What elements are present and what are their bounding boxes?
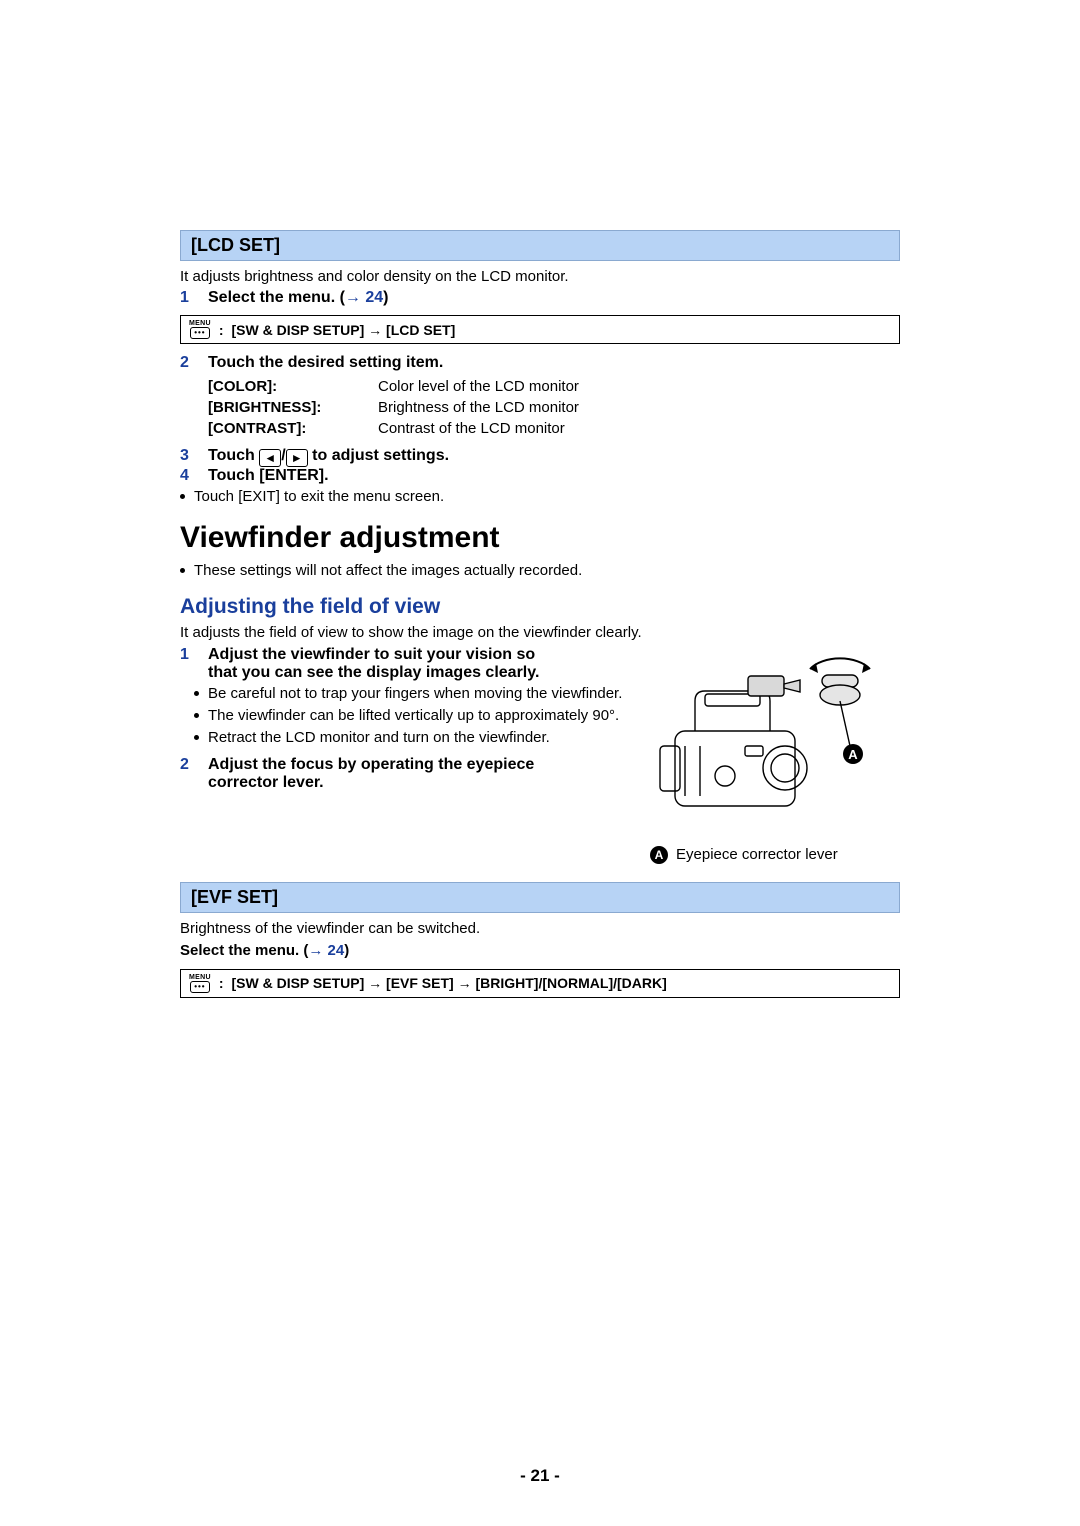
fov-s2b: corrector lever. bbox=[208, 774, 324, 791]
step-number: 2 bbox=[180, 354, 208, 372]
svg-text:A: A bbox=[848, 747, 858, 762]
camera-svg-icon: A bbox=[650, 646, 890, 836]
step-4-text: Touch [ENTER]. bbox=[208, 467, 329, 485]
menu-colon: : bbox=[219, 975, 224, 991]
setting-value: Contrast of the LCD monitor bbox=[378, 420, 565, 437]
table-row: [CONTRAST]: Contrast of the LCD monitor bbox=[208, 420, 900, 437]
setting-value: Brightness of the LCD monitor bbox=[378, 399, 579, 416]
step-2-row: 2 Touch the desired setting item. bbox=[180, 354, 900, 372]
table-row: [BRIGHTNESS]: Brightness of the LCD moni… bbox=[208, 399, 900, 416]
setting-key: [CONTRAST]: bbox=[208, 420, 378, 437]
list-item: Retract the LCD monitor and turn on the … bbox=[194, 728, 634, 748]
page-root: [LCD SET] It adjusts brightness and colo… bbox=[0, 0, 1080, 1526]
step-number: 3 bbox=[180, 447, 208, 465]
camera-illustration: A bbox=[650, 646, 890, 836]
step-number: 1 bbox=[180, 289, 208, 307]
step-3-pre: Touch bbox=[208, 447, 259, 464]
settings-table: [COLOR]: Color level of the LCD monitor … bbox=[208, 378, 900, 437]
menu-icon-label: MENU bbox=[189, 320, 211, 327]
lcd-tip-list: Touch [EXIT] to exit the menu screen. bbox=[180, 487, 900, 507]
legend-text: Eyepiece corrector lever bbox=[676, 846, 838, 863]
right-arrow-key-icon: ► bbox=[286, 449, 308, 467]
setting-key: [BRIGHTNESS]: bbox=[208, 399, 378, 416]
legend-badge-a: A bbox=[650, 846, 668, 864]
step-1-text: Select the menu. (→ 24) bbox=[208, 289, 389, 307]
fov-subheading: Adjusting the field of view bbox=[180, 595, 900, 619]
step-1-label: Select the menu. ( bbox=[208, 289, 345, 306]
menu-path-box-evf: MENU : [SW & DISP SETUP] → [EVF SET] → [… bbox=[180, 969, 900, 998]
fov-step-2-text: Adjust the focus by operating the eyepie… bbox=[208, 756, 534, 792]
fov-step-2-row: 2 Adjust the focus by operating the eyep… bbox=[180, 756, 634, 792]
lcd-intro-text: It adjusts brightness and color density … bbox=[180, 267, 900, 287]
step-number: 1 bbox=[180, 646, 208, 664]
menu-seg-3: [BRIGHT]/[NORMAL]/[DARK] bbox=[475, 975, 666, 991]
evf-close: ) bbox=[344, 942, 349, 959]
step-3-row: 3 Touch ◄/► to adjust settings. bbox=[180, 447, 900, 467]
evf-select-label: Select the menu. ( bbox=[180, 942, 308, 959]
list-item: Touch [EXIT] to exit the menu screen. bbox=[180, 487, 900, 507]
page-ref: 24 bbox=[365, 289, 383, 306]
fov-s1b: that you can see the display images clea… bbox=[208, 664, 539, 681]
list-item: These settings will not affect the image… bbox=[180, 561, 900, 581]
menu-seg-1: [SW & DISP SETUP] bbox=[231, 975, 364, 991]
page-number: - 21 - bbox=[520, 1466, 560, 1486]
fov-s1a: Adjust the viewfinder to suit your visio… bbox=[208, 646, 535, 663]
fov-intro-text: It adjusts the field of view to show the… bbox=[180, 623, 900, 643]
arrow-icon: → bbox=[308, 942, 323, 959]
arrow-icon: → bbox=[454, 975, 476, 991]
menu-path-box: MENU : [SW & DISP SETUP] → [LCD SET] bbox=[180, 315, 900, 344]
step-3-text: Touch ◄/► to adjust settings. bbox=[208, 447, 449, 467]
menu-icon: MENU bbox=[189, 320, 211, 339]
menu-colon: : bbox=[219, 322, 224, 338]
legend-row: A Eyepiece corrector lever bbox=[650, 846, 900, 864]
list-item: The viewfinder can be lifted vertically … bbox=[194, 706, 634, 726]
setting-value: Color level of the LCD monitor bbox=[378, 378, 579, 395]
evf-select-text: Select the menu. (→ 24) bbox=[180, 941, 900, 961]
fov-bullet-list: Be careful not to trap your fingers when… bbox=[194, 684, 634, 749]
table-row: [COLOR]: Color level of the LCD monitor bbox=[208, 378, 900, 395]
step-1-row: 1 Select the menu. (→ 24) bbox=[180, 289, 900, 307]
section-header-lcd: [LCD SET] bbox=[180, 230, 900, 261]
menu-seg-2: [EVF SET] bbox=[386, 975, 454, 991]
menu-icon: MENU bbox=[189, 974, 211, 993]
fov-step-1-text: Adjust the viewfinder to suit your visio… bbox=[208, 646, 539, 682]
fov-right-column: A A Eyepiece corrector lever bbox=[650, 646, 900, 864]
step-2-text: Touch the desired setting item. bbox=[208, 354, 443, 372]
setting-key: [COLOR]: bbox=[208, 378, 378, 395]
menu-seg-1: [SW & DISP SETUP] bbox=[231, 322, 364, 338]
evf-intro-text: Brightness of the viewfinder can be swit… bbox=[180, 919, 900, 939]
viewfinder-heading: Viewfinder adjustment bbox=[180, 521, 900, 555]
list-item: Be careful not to trap your fingers when… bbox=[194, 684, 634, 704]
menu-icon-label: MENU bbox=[189, 974, 211, 981]
left-arrow-key-icon: ◄ bbox=[259, 449, 281, 467]
step-4-row: 4 Touch [ENTER]. bbox=[180, 467, 900, 485]
arrow-icon: → bbox=[364, 975, 386, 991]
menu-path: [SW & DISP SETUP] → [LCD SET] bbox=[231, 322, 455, 338]
fov-two-column: 1 Adjust the viewfinder to suit your vis… bbox=[180, 646, 900, 864]
step-3-post: to adjust settings. bbox=[308, 447, 449, 464]
page-ref: 24 bbox=[328, 942, 345, 959]
menu-path-evf: [SW & DISP SETUP] → [EVF SET] → [BRIGHT]… bbox=[231, 975, 666, 991]
fov-left-column: 1 Adjust the viewfinder to suit your vis… bbox=[180, 646, 634, 864]
step-number: 4 bbox=[180, 467, 208, 485]
fov-step-1-row: 1 Adjust the viewfinder to suit your vis… bbox=[180, 646, 634, 682]
arrow-icon: → bbox=[345, 289, 361, 306]
fov-s2a: Adjust the focus by operating the eyepie… bbox=[208, 756, 534, 773]
vf-note-list: These settings will not affect the image… bbox=[180, 561, 900, 581]
arrow-icon: → bbox=[364, 322, 386, 338]
section-header-evf: [EVF SET] bbox=[180, 882, 900, 913]
step-number: 2 bbox=[180, 756, 208, 774]
step-1-close: ) bbox=[383, 289, 388, 306]
menu-seg-2: [LCD SET] bbox=[386, 322, 455, 338]
